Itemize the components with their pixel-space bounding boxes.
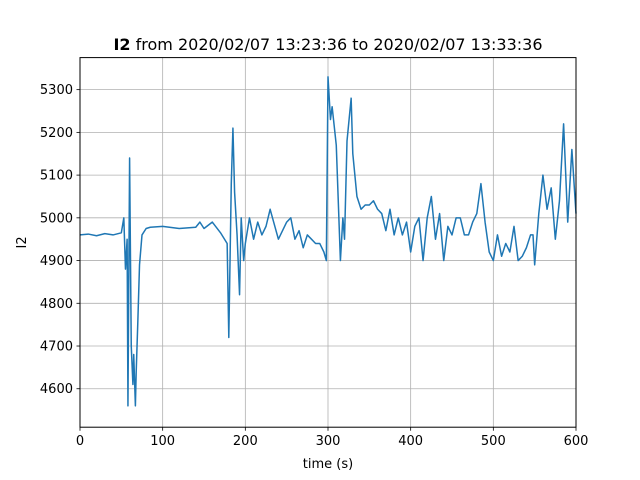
y-tick-label: 5200 bbox=[40, 126, 73, 141]
chart-title-rest: from 2020/02/07 13:23:36 to 2020/02/07 1… bbox=[131, 35, 543, 54]
y-tick-label: 5300 bbox=[40, 83, 73, 98]
y-tick-label: 5100 bbox=[40, 169, 73, 184]
x-tick-label: 300 bbox=[316, 434, 341, 449]
x-tick-label: 100 bbox=[150, 434, 175, 449]
plot-frame bbox=[79, 57, 577, 428]
y-tick-label: 5000 bbox=[40, 211, 73, 226]
chart-title: I2 from 2020/02/07 13:23:36 to 2020/02/0… bbox=[113, 35, 542, 54]
x-ticks: 0 100 200 300 400 500 600 bbox=[76, 427, 589, 449]
y-tick-label: 4800 bbox=[40, 297, 73, 312]
chart-title-bold: I2 bbox=[113, 35, 130, 54]
y-tick-label: 4600 bbox=[40, 382, 73, 397]
y-ticks: 4600 4700 4800 4900 5000 5100 5200 5300 bbox=[40, 83, 80, 397]
y-tick-label: 4900 bbox=[40, 254, 73, 269]
y-axis-label: I2 bbox=[15, 236, 30, 248]
x-tick-label: 200 bbox=[233, 434, 258, 449]
x-tick-label: 500 bbox=[481, 434, 506, 449]
y-tick-label: 4700 bbox=[40, 340, 73, 355]
series-line bbox=[79, 76, 577, 407]
x-axis-label: time (s) bbox=[303, 457, 353, 472]
x-tick-label: 600 bbox=[564, 434, 589, 449]
x-tick-label: 0 bbox=[76, 434, 84, 449]
x-tick-label: 400 bbox=[398, 434, 423, 449]
